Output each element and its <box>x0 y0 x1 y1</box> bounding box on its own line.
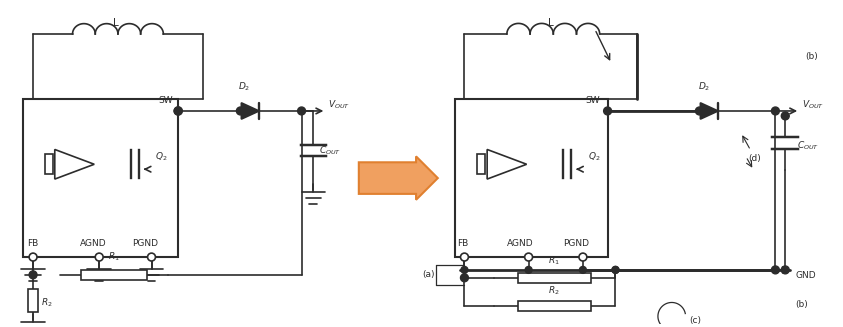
Text: $R_1$: $R_1$ <box>108 250 120 263</box>
Circle shape <box>525 267 532 273</box>
Bar <box>23 99 178 257</box>
Text: $D_2$: $D_2$ <box>698 81 711 93</box>
FancyArrow shape <box>359 156 438 200</box>
Circle shape <box>95 253 103 261</box>
Circle shape <box>460 274 469 282</box>
Bar <box>477 154 486 174</box>
Text: PGND: PGND <box>132 239 158 248</box>
Circle shape <box>695 107 703 115</box>
Circle shape <box>579 267 587 273</box>
Circle shape <box>460 253 469 261</box>
Bar <box>518 301 591 311</box>
Polygon shape <box>241 103 259 119</box>
Circle shape <box>771 266 779 274</box>
Circle shape <box>524 253 533 261</box>
Text: $D_2$: $D_2$ <box>238 81 250 93</box>
Bar <box>28 289 38 312</box>
Text: $Q_2$: $Q_2$ <box>155 150 168 163</box>
Text: $V_{OUT}$: $V_{OUT}$ <box>328 99 350 111</box>
Circle shape <box>612 267 619 273</box>
Text: FB: FB <box>458 239 469 248</box>
Text: GND: GND <box>795 271 816 280</box>
Text: L: L <box>113 18 119 28</box>
Text: $V_{OUT}$: $V_{OUT}$ <box>802 99 824 111</box>
Circle shape <box>236 107 244 115</box>
Circle shape <box>771 107 779 115</box>
Text: (d): (d) <box>748 154 760 163</box>
Polygon shape <box>701 103 718 119</box>
Text: AGND: AGND <box>507 239 534 248</box>
Text: (c): (c) <box>690 316 701 325</box>
Circle shape <box>461 267 468 273</box>
Circle shape <box>604 107 611 115</box>
Circle shape <box>612 267 619 273</box>
Text: SW: SW <box>586 96 600 105</box>
Circle shape <box>781 266 789 274</box>
Text: (b): (b) <box>795 300 808 309</box>
Circle shape <box>579 253 587 261</box>
Text: SW: SW <box>158 96 173 105</box>
Circle shape <box>781 112 789 120</box>
Text: (a): (a) <box>422 270 435 279</box>
Text: $C_{OUT}$: $C_{OUT}$ <box>797 139 819 152</box>
Text: (b): (b) <box>805 52 818 61</box>
Text: AGND: AGND <box>79 239 106 248</box>
Text: $C_{OUT}$: $C_{OUT}$ <box>319 144 341 157</box>
Bar <box>454 99 608 257</box>
Text: $R_1$: $R_1$ <box>549 254 560 267</box>
Circle shape <box>175 107 182 115</box>
Text: $Q_2$: $Q_2$ <box>588 150 600 163</box>
Circle shape <box>148 253 155 261</box>
Bar <box>45 154 53 174</box>
Circle shape <box>175 107 182 115</box>
Circle shape <box>30 271 37 279</box>
Bar <box>518 273 591 283</box>
Text: $R_2$: $R_2$ <box>549 284 560 297</box>
Text: $R_2$: $R_2$ <box>41 296 52 309</box>
Text: PGND: PGND <box>563 239 589 248</box>
Circle shape <box>30 253 37 261</box>
Circle shape <box>298 107 305 115</box>
Bar <box>82 270 147 280</box>
Text: L: L <box>549 18 554 28</box>
Text: FB: FB <box>27 239 39 248</box>
